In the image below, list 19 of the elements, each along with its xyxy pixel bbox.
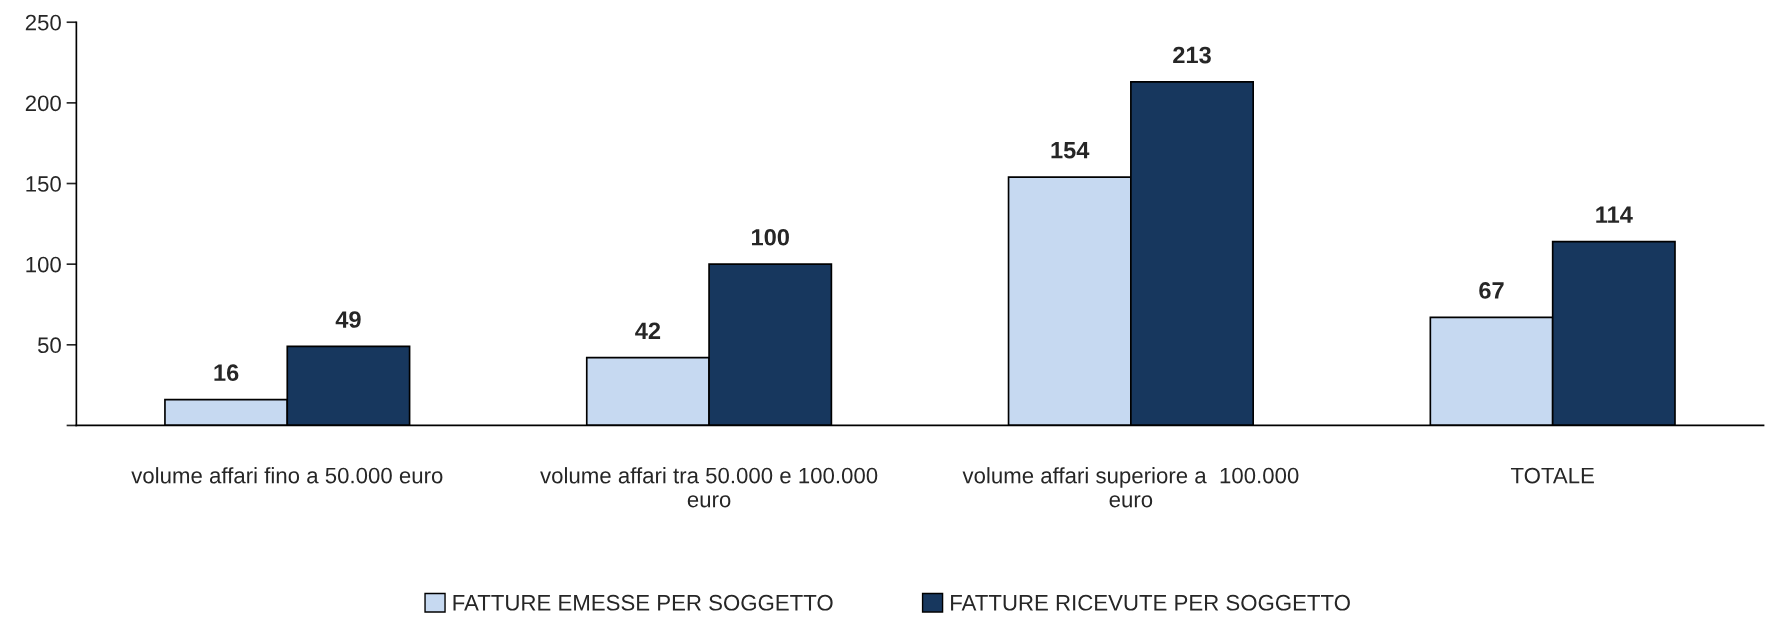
x-tick-label: volume affari fino a 50.000 euro [131,467,443,484]
data-label: 49 [335,311,361,328]
x-tick-label: TOTALE [1510,467,1594,484]
data-label: 42 [635,322,661,339]
y-tick-label: 250 [25,14,61,31]
data-label: 213 [1173,46,1211,64]
data-label: 16 [214,364,239,382]
data-label: 114 [1596,206,1633,223]
x-tick-label: volume affari superiore a 100.000 euro [962,467,1299,508]
legend-label: FATTURE RICEVUTE PER SOGGETTO [951,594,1350,611]
x-tick-label: volume affari tra 50.000 e 100.000 euro [540,467,878,508]
y-tick-label: 150 [26,176,61,192]
data-label: 67 [1479,282,1504,299]
y-tick-label: 100 [26,256,61,273]
legend-label: FATTURE EMESSE PER SOGGETTO [453,594,833,611]
data-label: 154 [1051,142,1090,159]
data-label: 100 [752,228,789,246]
y-tick-label: 50 [37,337,61,354]
y-tick-label: 200 [25,95,61,112]
